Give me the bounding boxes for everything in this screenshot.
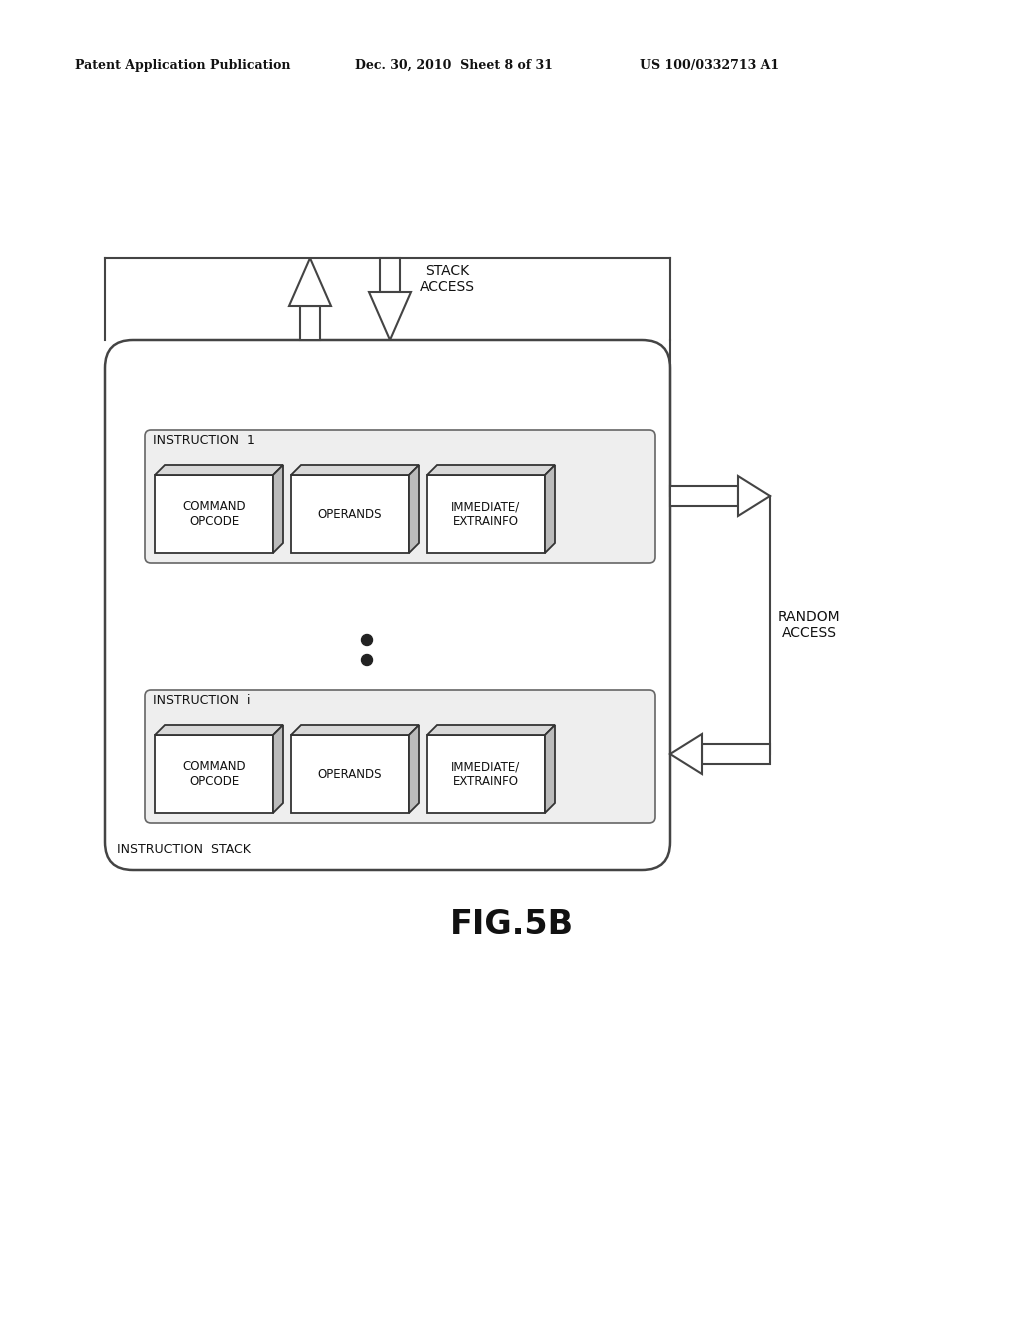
Polygon shape (291, 465, 419, 475)
Polygon shape (545, 465, 555, 553)
Bar (427, 475, 545, 553)
Text: INSTRUCTION  i: INSTRUCTION i (153, 694, 251, 708)
Text: IMMEDIATE/
EXTRAINFO: IMMEDIATE/ EXTRAINFO (452, 500, 520, 528)
Text: IMMEDIATE/
EXTRAINFO: IMMEDIATE/ EXTRAINFO (452, 760, 520, 788)
Text: OPERANDS: OPERANDS (317, 767, 382, 780)
Polygon shape (409, 725, 419, 813)
Text: Patent Application Publication: Patent Application Publication (75, 58, 291, 71)
Bar (427, 735, 545, 813)
Polygon shape (155, 465, 283, 475)
Bar (702, 744, 770, 764)
Bar (291, 475, 409, 553)
Bar (155, 735, 273, 813)
Polygon shape (291, 725, 419, 735)
Polygon shape (289, 257, 331, 306)
Polygon shape (155, 725, 283, 735)
Polygon shape (369, 292, 411, 341)
Polygon shape (738, 477, 770, 516)
Text: Dec. 30, 2010  Sheet 8 of 31: Dec. 30, 2010 Sheet 8 of 31 (355, 58, 553, 71)
Text: COMMAND
OPCODE: COMMAND OPCODE (182, 500, 246, 528)
Polygon shape (670, 734, 702, 774)
Text: RANDOM
ACCESS: RANDOM ACCESS (778, 610, 841, 640)
Bar (155, 475, 273, 553)
Polygon shape (273, 465, 283, 553)
Bar (291, 735, 409, 813)
Text: FIG.5B: FIG.5B (450, 908, 574, 941)
Polygon shape (427, 465, 555, 475)
Polygon shape (427, 725, 555, 735)
Text: COMMAND
OPCODE: COMMAND OPCODE (182, 760, 246, 788)
Bar (380, 257, 400, 292)
FancyBboxPatch shape (145, 690, 655, 822)
Text: STACK
ACCESS: STACK ACCESS (420, 264, 475, 294)
Circle shape (361, 635, 373, 645)
Text: US 100/0332713 A1: US 100/0332713 A1 (640, 58, 779, 71)
Bar (300, 306, 319, 341)
Polygon shape (409, 465, 419, 553)
Polygon shape (273, 725, 283, 813)
Polygon shape (545, 725, 555, 813)
Bar (670, 486, 738, 506)
Text: INSTRUCTION  STACK: INSTRUCTION STACK (117, 843, 251, 855)
Text: OPERANDS: OPERANDS (317, 507, 382, 520)
FancyBboxPatch shape (105, 341, 670, 870)
Circle shape (361, 655, 373, 665)
FancyBboxPatch shape (145, 430, 655, 564)
Text: INSTRUCTION  1: INSTRUCTION 1 (153, 434, 255, 447)
